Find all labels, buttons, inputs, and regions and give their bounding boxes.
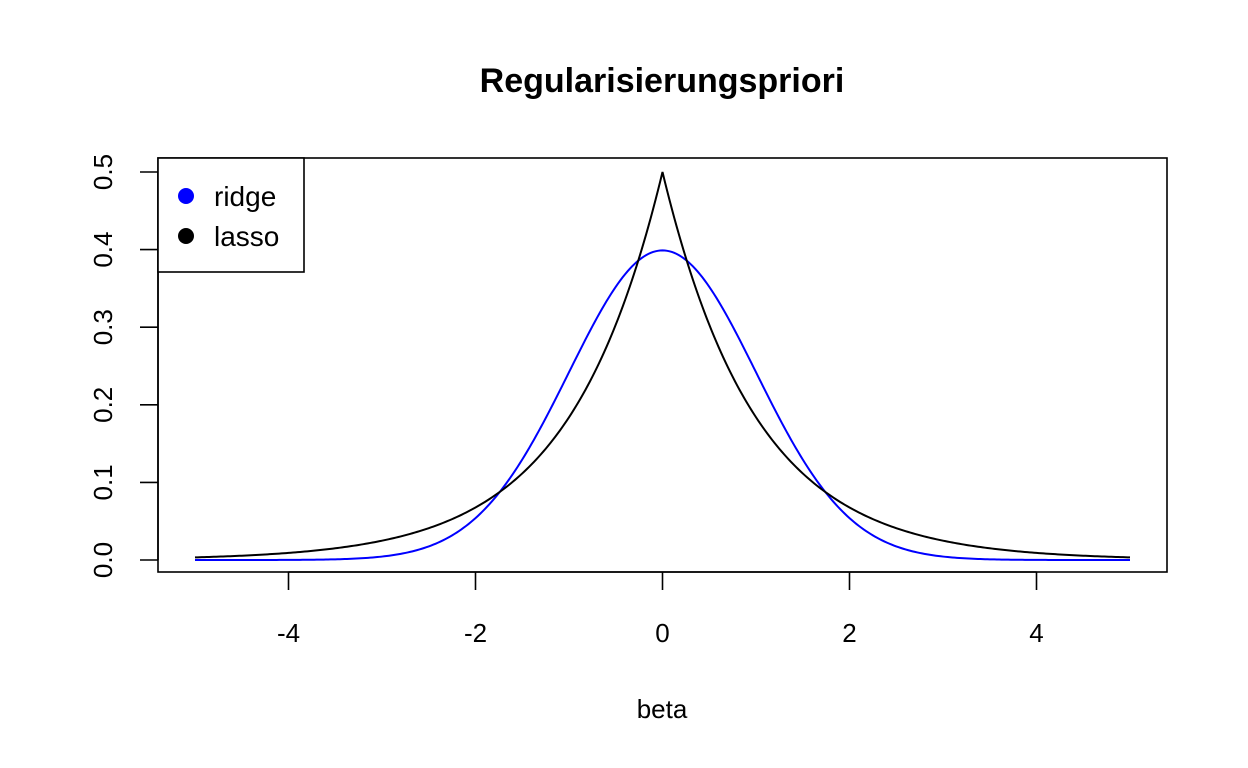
legend-marker-ridge (178, 188, 194, 204)
x-axis-label: beta (637, 694, 688, 724)
series-line-ridge (195, 249, 1130, 561)
x-tick-label: -4 (277, 618, 300, 648)
x-tick-label: 4 (1029, 618, 1043, 648)
plot-frame (157, 157, 1168, 573)
y-tick-label: 0.3 (88, 309, 118, 345)
legend-box (157, 157, 305, 273)
y-tick-label: 0.4 (88, 232, 118, 268)
chart-title: Regularisierungspriori (480, 62, 845, 100)
y-axis: 0.0 0.1 0.2 0.3 0.4 0.5 (88, 154, 159, 578)
legend-label-ridge: ridge (214, 181, 276, 212)
legend: ridge lasso (157, 157, 305, 273)
y-tick-label: 0.2 (88, 387, 118, 423)
series-line-lasso (194, 171, 1131, 559)
x-axis: -4 -2 0 2 4 (277, 571, 1044, 648)
legend-marker-lasso (178, 228, 194, 244)
series-lines (194, 171, 1131, 561)
y-tick-label: 0.0 (88, 542, 118, 578)
x-tick-label: -2 (464, 618, 487, 648)
y-tick-label: 0.5 (88, 154, 118, 190)
x-tick-label: 0 (655, 618, 669, 648)
x-tick-label: 2 (842, 618, 856, 648)
y-tick-label: 0.1 (88, 464, 118, 500)
legend-label-lasso: lasso (214, 221, 279, 252)
